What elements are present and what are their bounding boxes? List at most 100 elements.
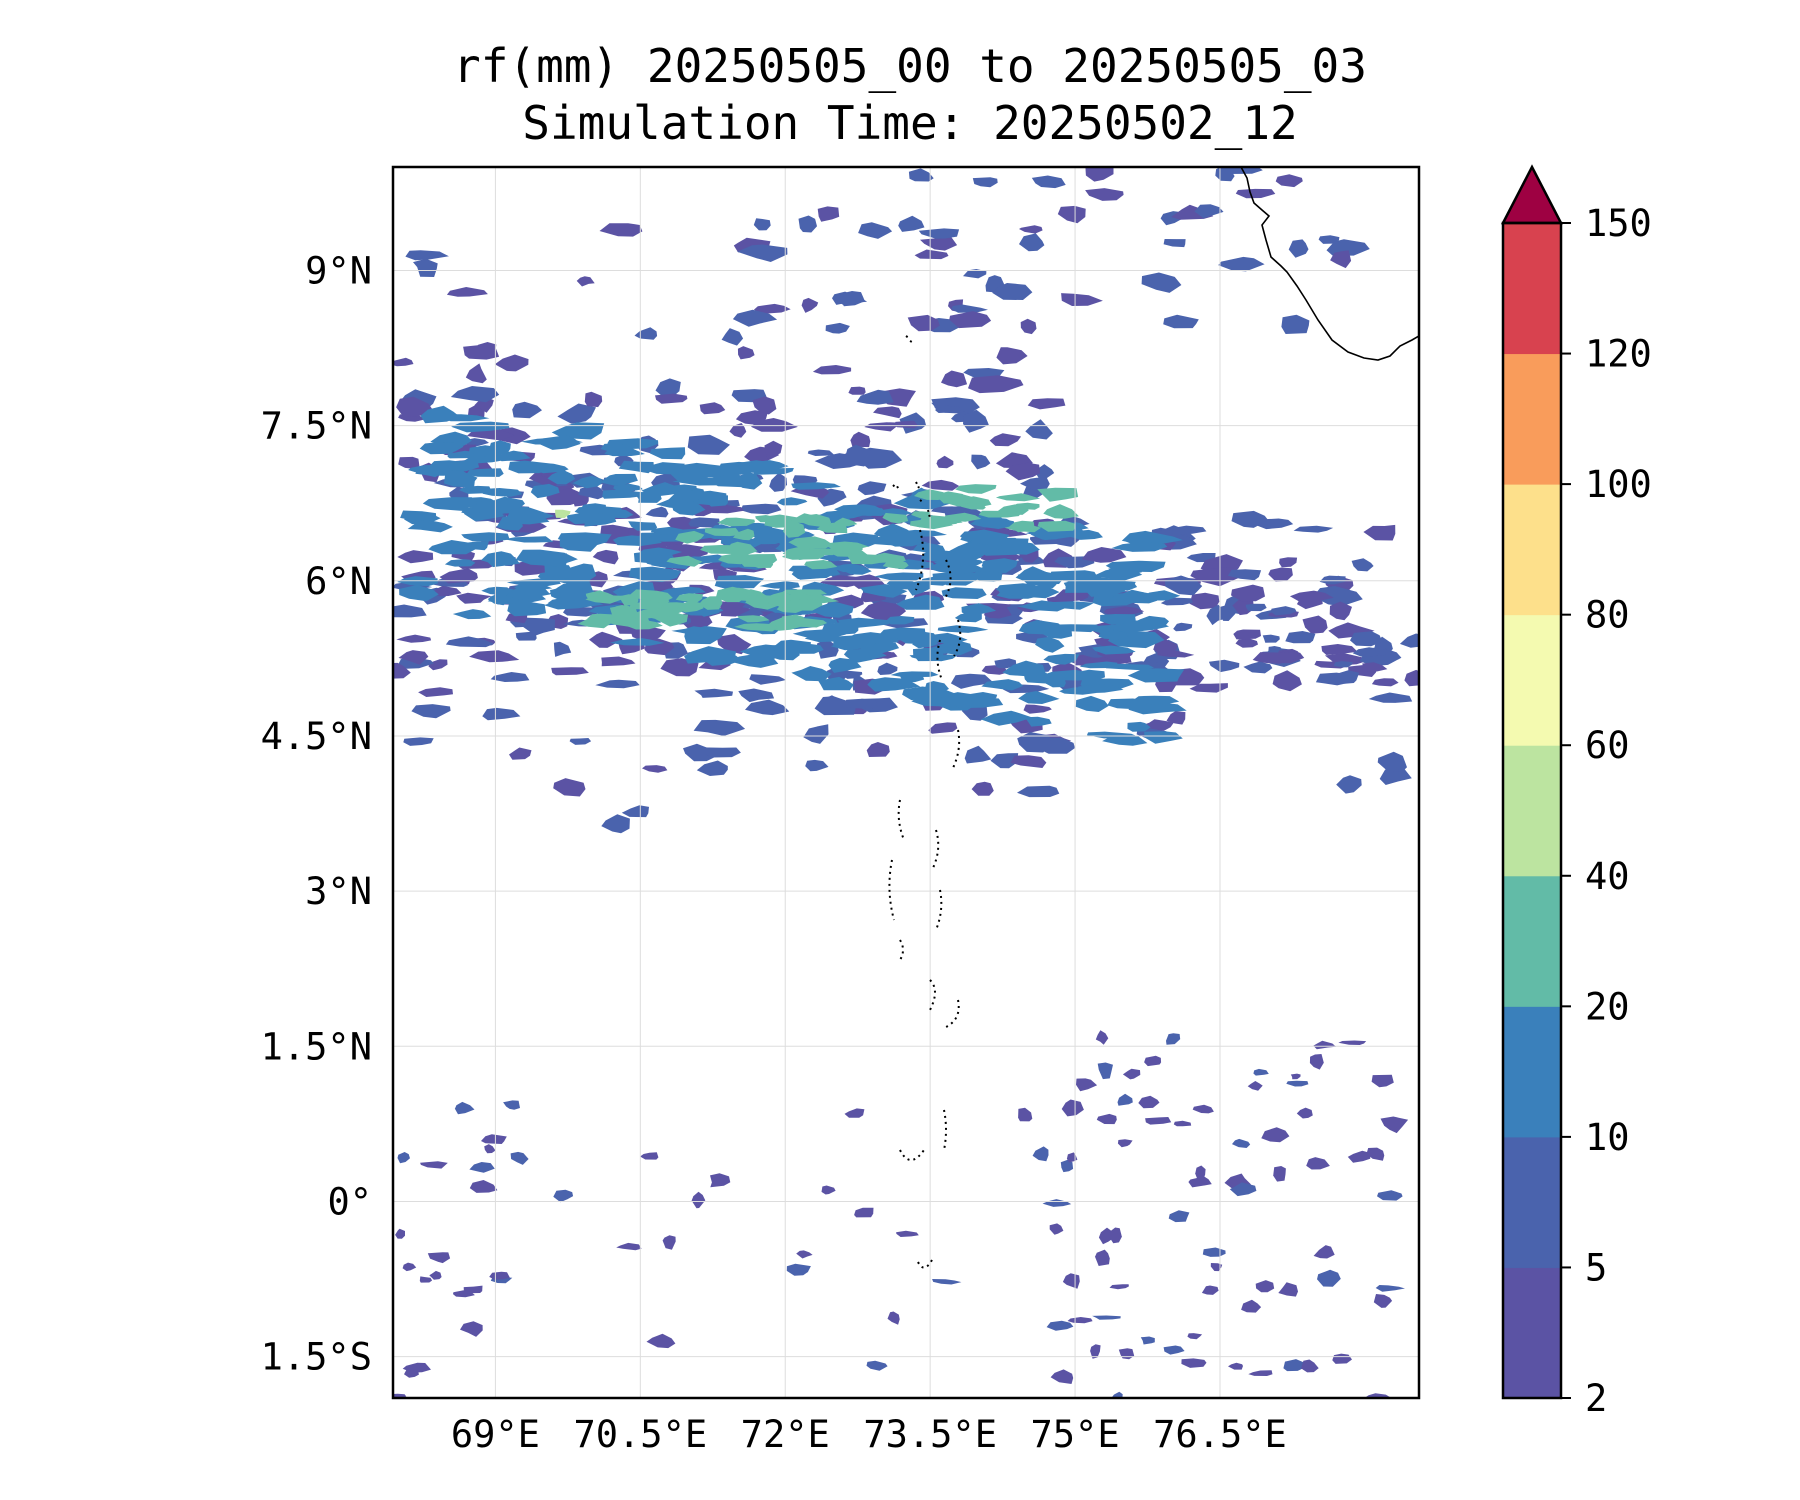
rain-cell — [696, 760, 728, 776]
rain-patch — [420, 1161, 448, 1169]
rain-cell — [1057, 205, 1086, 224]
colorbar-tick-label: 60 — [1585, 724, 1630, 767]
rain-cell — [1243, 661, 1273, 674]
rain-cell — [655, 393, 688, 404]
rain-cell-heavy — [629, 602, 664, 610]
rain-cell-moderate — [972, 571, 1003, 582]
rain-cell-moderate — [656, 497, 688, 509]
rain-cell-moderate — [1098, 630, 1132, 640]
rain-cell-heavy — [606, 614, 636, 628]
rain-cell — [864, 422, 902, 432]
rain-cell-moderate — [828, 657, 862, 673]
rain-cell-heavy — [734, 623, 778, 632]
colorbar-segment — [1503, 1136, 1561, 1268]
rain-patch — [469, 1180, 498, 1193]
rain-patch — [1253, 1068, 1269, 1076]
rain-cell — [621, 805, 649, 818]
rain-cell — [1321, 644, 1358, 655]
rain-cell — [740, 503, 782, 515]
rain-cell — [920, 237, 958, 251]
rain-cell-moderate — [818, 676, 854, 691]
rain-cell — [963, 269, 987, 279]
colorbar-segment — [1503, 614, 1561, 746]
rain-cell — [1061, 293, 1103, 306]
rain-patch — [1375, 1285, 1405, 1292]
rain-cell-moderate — [452, 609, 492, 620]
rain-cell-moderate — [543, 599, 604, 610]
rain-cell-moderate — [461, 532, 510, 542]
rain-cell-moderate — [759, 581, 800, 589]
rain-cell — [601, 656, 636, 667]
rain-patch — [866, 1360, 888, 1371]
rain-cell-moderate — [1076, 684, 1124, 694]
rain-patch — [1255, 1280, 1275, 1293]
rain-cell-heavy — [839, 542, 863, 554]
rain-cell — [1081, 547, 1127, 563]
rain-cell-moderate — [890, 671, 939, 678]
rain-cell — [699, 402, 726, 415]
rain-cell-moderate — [506, 585, 551, 600]
rain-cell-moderate — [407, 519, 453, 533]
rain-cell — [1279, 557, 1298, 568]
rain-patch — [463, 1285, 483, 1294]
rain-cell — [553, 778, 586, 797]
rain-cell — [456, 592, 492, 604]
rain-cell — [482, 707, 521, 721]
rain-patch — [1181, 1358, 1207, 1368]
rain-cell — [1085, 188, 1124, 201]
rain-cell-heavy — [737, 615, 770, 623]
rain-cell-peak — [555, 509, 571, 518]
rain-cell-heavy — [675, 530, 705, 544]
rain-patch — [553, 1189, 574, 1203]
rain-patch — [1380, 1116, 1409, 1134]
rain-cell — [569, 738, 592, 745]
rain-cell-heavy — [718, 553, 752, 565]
rain-cell-moderate — [1043, 653, 1080, 665]
rain-patch — [1108, 1227, 1122, 1244]
rain-cell — [1293, 525, 1334, 533]
rain-cell — [1227, 569, 1262, 581]
rain-cell — [817, 206, 840, 222]
rain-cell-moderate — [886, 578, 916, 590]
rain-cell — [465, 363, 487, 384]
rain-patch — [640, 1152, 659, 1160]
rain-cell-moderate — [791, 568, 835, 579]
rain-cell — [418, 687, 453, 697]
rain-cell — [1233, 629, 1261, 640]
rain-cell — [1023, 704, 1052, 714]
rain-cell — [803, 724, 829, 744]
rain-patch — [510, 1151, 529, 1165]
rain-patch — [786, 1263, 811, 1276]
laccadive-islands — [892, 335, 931, 519]
rain-cell-moderate — [885, 616, 915, 625]
rain-patch — [646, 1333, 676, 1349]
rain-cell-heavy — [995, 493, 1041, 502]
rain-cell — [907, 314, 940, 332]
rain-cell — [396, 634, 432, 643]
rain-cell — [805, 759, 829, 772]
rain-cell-heavy — [788, 536, 833, 550]
maldives-atolls — [888, 529, 962, 1269]
colorbar-tick-label: 80 — [1585, 594, 1630, 637]
rain-cell — [1302, 615, 1328, 634]
rain-cell-moderate — [650, 526, 693, 536]
rain-cell — [1173, 622, 1193, 632]
rain-cell — [688, 517, 720, 528]
rain-patch — [484, 1144, 496, 1154]
rain-cell — [807, 449, 835, 456]
rain-cell — [576, 276, 595, 287]
rain-patch — [1201, 1285, 1219, 1295]
rain-cell-heavy — [791, 618, 828, 628]
rain-cell — [398, 456, 420, 470]
rain-cell — [941, 370, 968, 388]
rain-patch — [854, 1207, 874, 1218]
rain-patch — [1095, 1030, 1109, 1045]
rain-cell-moderate — [920, 549, 965, 562]
rain-cell — [469, 650, 520, 663]
rain-cell-moderate — [419, 442, 462, 455]
rain-cell — [1252, 652, 1300, 664]
rain-cell — [994, 658, 1017, 669]
rain-cell — [825, 322, 850, 334]
rain-patch — [1232, 1138, 1251, 1148]
rain-cell — [816, 638, 839, 659]
